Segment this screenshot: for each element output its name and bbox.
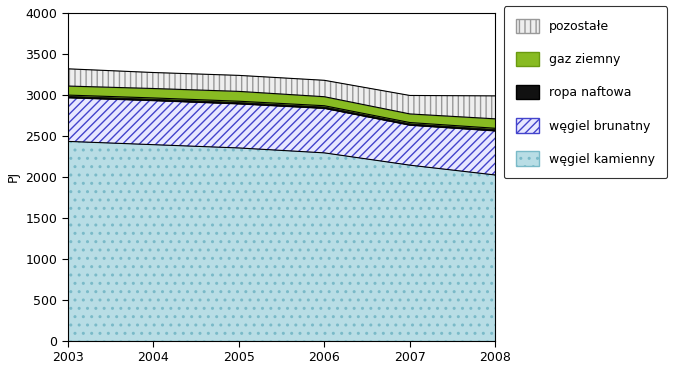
Legend: pozostałe, gaz ziemny, ropa naftowa, węgiel brunatny, węgiel kamienny: pozostałe, gaz ziemny, ropa naftowa, węg… xyxy=(504,6,667,178)
Y-axis label: PJ: PJ xyxy=(7,171,20,182)
